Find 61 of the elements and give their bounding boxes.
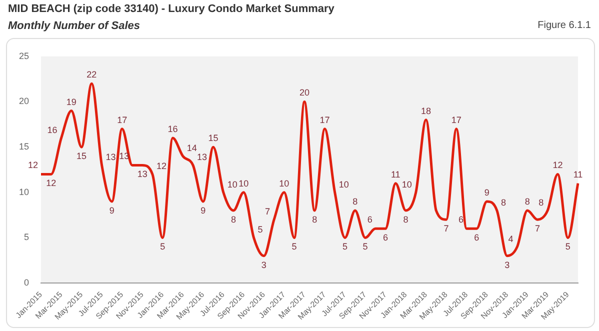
data-label: 5: [292, 242, 297, 252]
data-label: 8: [403, 214, 408, 225]
data-label: 19: [66, 96, 76, 107]
data-label: 5: [258, 224, 263, 235]
data-label: 11: [390, 169, 400, 180]
data-label: 20: [299, 88, 310, 98]
data-label: 4: [508, 234, 514, 244]
data-label: 5: [565, 242, 570, 252]
data-label: 8: [231, 214, 236, 225]
data-label: 15: [76, 151, 87, 162]
data-label: 10: [238, 178, 249, 188]
data-label: 12: [552, 160, 563, 170]
data-label: 7: [444, 224, 449, 234]
data-label: 13: [106, 152, 116, 162]
data-label: 5: [362, 242, 368, 252]
data-label: 6: [382, 232, 388, 243]
data-label: 17: [117, 114, 128, 125]
chart-subtitle: Monthly Number of Sales: [8, 20, 140, 32]
data-label: 9: [109, 205, 114, 216]
data-label: 16: [47, 124, 58, 135]
y-tick-label: 25: [18, 50, 30, 61]
chart-title: MID BEACH (zip code 33140) - Luxury Condo Market Summary: [8, 3, 334, 15]
data-label: 11: [573, 169, 583, 180]
data-label: 3: [261, 260, 266, 270]
data-label: 3: [504, 260, 510, 270]
caption: Figure 6.1.1: [538, 20, 591, 31]
data-label: 6: [458, 214, 464, 225]
data-label: 16: [168, 124, 178, 134]
data-label: 6: [474, 232, 480, 243]
data-label: 10: [279, 178, 290, 188]
data-label: 8: [312, 214, 318, 225]
data-label: 8: [524, 196, 530, 207]
data-label: 14: [186, 143, 197, 154]
y-tick-label: 10: [18, 186, 30, 197]
data-label: 5: [342, 242, 348, 252]
data-label: 12: [46, 178, 56, 188]
data-label: 8: [538, 198, 544, 208]
y-tick-label: 0: [24, 278, 30, 288]
data-label: 18: [421, 106, 432, 116]
data-label: 12: [156, 161, 166, 172]
data-label: 6: [367, 214, 372, 225]
data-label: 7: [265, 206, 270, 217]
data-label: 5: [160, 242, 166, 252]
data-label: 9: [484, 187, 490, 198]
data-label: 7: [534, 224, 540, 234]
y-tick-label: 20: [18, 96, 30, 106]
data-label: 10: [402, 179, 412, 190]
data-label: 13: [196, 152, 208, 162]
y-tick-label: 5: [24, 232, 30, 242]
data-label: 13: [137, 169, 148, 180]
data-label: 22: [86, 70, 97, 80]
data-label: 12: [28, 160, 38, 170]
data-label: 8: [500, 198, 506, 208]
data-label: 17: [320, 114, 330, 125]
data-label: 15: [208, 133, 218, 144]
data-label: 10: [227, 179, 238, 190]
y-tick-label: 15: [18, 142, 30, 152]
data-label: 9: [200, 205, 206, 216]
data-label: 8: [352, 196, 358, 207]
data-label: 17: [451, 114, 462, 125]
data-label: 10: [338, 179, 349, 190]
